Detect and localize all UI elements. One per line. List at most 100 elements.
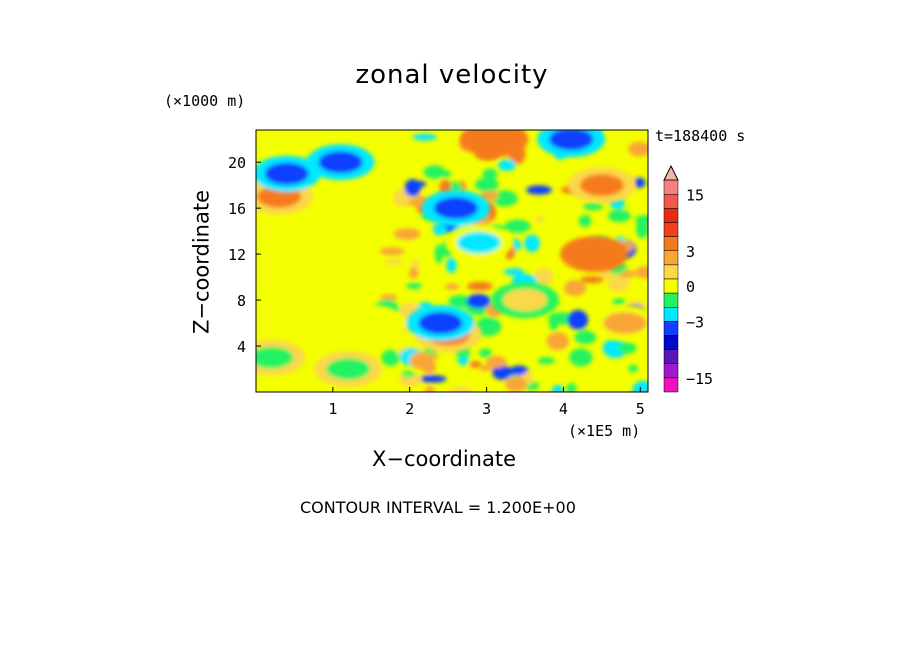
heatmap-texture-blob [491,190,518,207]
heatmap-texture-blob [412,133,437,141]
heatmap-texture-blob [602,338,628,359]
y-tick-label: 12 [228,246,246,264]
contour-interval-label: CONTOUR INTERVAL = 1.200E+00 [300,498,576,517]
heatmap-region [602,312,647,335]
x-tick-label: 5 [636,400,645,418]
colorbar-level [663,335,679,350]
colorbar-tick-label: 3 [686,243,695,261]
colorbar-level [663,377,679,393]
heatmap-region [264,162,309,185]
x-tick-label: 2 [405,400,414,418]
heatmap-texture-blob [379,247,405,256]
heatmap-texture-blob [608,209,631,223]
colorbar-level [663,321,679,336]
heatmap-texture-blob [419,375,447,383]
heatmap-texture-blob [566,383,577,392]
colorbar-level [663,208,679,223]
heatmap-texture-blob [504,376,528,392]
heatmap-texture-blob [434,244,444,264]
heatmap-texture-blob [485,355,507,368]
colorbar-level [663,236,679,251]
colorbar-level [663,264,679,280]
heatmap-texture-blob [503,268,525,276]
heatmap-region [549,130,594,151]
heatmap-texture-blob [599,269,613,279]
heatmap-texture-blob [534,215,545,222]
colorbar-level [663,292,679,308]
colorbar-level [663,363,679,379]
heatmap-texture-blob [466,293,491,309]
heatmap-texture-blob [504,219,531,233]
heatmap-texture-blob [492,364,512,380]
y-tick-label: 20 [228,154,246,172]
heatmap-texture-blob [401,370,416,378]
heatmap-texture-blob [534,267,553,287]
heatmap-texture-blob [432,223,448,236]
time-label: t=188400 s [655,127,746,145]
colorbar-tick-label: −3 [686,313,704,331]
heatmap-texture-blob [482,168,498,181]
x-axis-ticks: 1 2 3 4 5 [328,387,645,418]
colorbar: 15 3 0 −3 −15 [663,164,713,393]
colorbar-level [663,250,679,266]
heatmap-texture-blob [628,364,638,373]
heatmap-texture-blob [498,159,516,172]
heatmap-texture-blob [424,385,435,392]
heatmap-texture-blob [551,384,564,392]
heatmap-region [456,231,501,254]
heatmap-texture-blob [423,165,446,179]
heatmap-texture-blob [618,342,637,354]
heatmap-texture-blob [580,276,604,284]
heatmap-texture-blob [393,228,421,240]
heatmap-texture-blob [404,179,421,197]
colorbar-level [663,349,679,364]
heatmap-texture-blob [446,258,457,273]
heatmap-texture-blob [384,258,404,265]
heatmap-region [472,130,517,151]
heatmap-texture-blob [619,270,637,278]
colorbar-level [663,222,679,237]
y-tick-label: 16 [228,200,246,218]
heatmap-texture-blob [567,310,589,330]
y-axis-ticks: 4 8 12 16 20 [228,154,261,356]
heatmap-texture-blob [563,280,587,297]
heatmap-texture-blob [607,274,630,292]
y-tick-label: 4 [237,338,246,356]
colorbar-level [663,179,679,195]
heatmap-texture-blob [524,234,540,253]
colorbar-level [663,307,679,322]
y-axis-unit-label: (×1000 m) [164,92,246,110]
colorbar-tick-label: 0 [686,278,695,296]
heatmap-texture-blob [632,380,648,392]
colorbar-level [663,278,679,294]
x-axis-label: X−coordinate [372,447,516,471]
heatmap-texture-blob [612,298,626,306]
heatmap-texture-blob [469,361,482,369]
heatmap-field [256,130,648,392]
heatmap-region [256,346,294,369]
heatmap-texture-blob [526,185,552,195]
heatmap-texture-blob [548,312,559,331]
heatmap-texture-blob [467,281,493,291]
heatmap-texture-blob [583,202,604,211]
plot-frame [255,129,649,393]
heatmap-texture-blob [408,267,419,279]
heatmap-texture-blob [406,282,422,290]
y-tick-label: 8 [237,292,246,310]
heatmap-region [418,312,463,335]
heatmap-texture-blob [479,348,493,358]
heatmap-region [503,289,548,312]
heatmap-texture-blob [569,348,593,367]
colorbar-arrow [663,164,679,181]
colorbar-level [663,194,679,209]
heatmap-texture-blob [449,386,473,392]
heatmap-region [349,312,394,335]
heatmap-texture-blob [574,330,597,345]
heatmap-texture-blob [628,141,648,157]
colorbar-tick-label: 15 [686,186,704,204]
heatmap-texture-blob [444,283,460,290]
x-tick-label: 3 [482,400,491,418]
heatmap-region [326,358,371,381]
heatmap-texture-blob [417,353,440,361]
